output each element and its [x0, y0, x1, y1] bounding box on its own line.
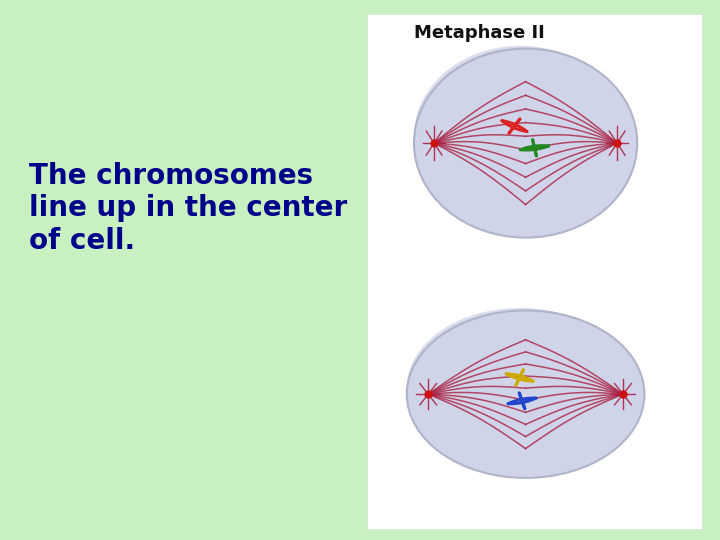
Text: Metaphase II: Metaphase II — [414, 24, 545, 42]
Ellipse shape — [407, 309, 637, 471]
Ellipse shape — [414, 47, 630, 230]
FancyBboxPatch shape — [367, 14, 702, 529]
Ellipse shape — [414, 49, 637, 238]
Ellipse shape — [407, 309, 640, 474]
Ellipse shape — [414, 48, 636, 236]
Ellipse shape — [414, 48, 633, 233]
Ellipse shape — [407, 310, 644, 478]
Ellipse shape — [414, 47, 631, 232]
Text: The chromosomes
line up in the center
of cell.: The chromosomes line up in the center of… — [29, 162, 347, 255]
Ellipse shape — [414, 48, 634, 234]
Ellipse shape — [414, 46, 627, 227]
Ellipse shape — [407, 310, 643, 476]
Ellipse shape — [407, 310, 642, 475]
Ellipse shape — [414, 46, 626, 225]
Ellipse shape — [407, 308, 633, 467]
Ellipse shape — [414, 46, 629, 228]
Ellipse shape — [407, 309, 639, 472]
Ellipse shape — [407, 308, 634, 468]
Ellipse shape — [407, 309, 636, 470]
